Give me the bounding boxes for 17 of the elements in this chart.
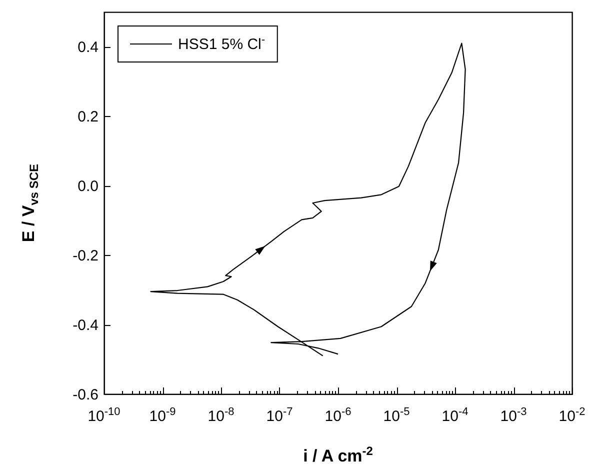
x-tick-label: 10$^{-5}$: [383, 406, 410, 425]
y-tick-label: -0.6: [72, 386, 98, 404]
x-tick-label: 10$^{-9}$: [149, 406, 176, 425]
x-tick-label: 10$^{-2}$: [558, 406, 586, 425]
x-tick-label: 10$^{-6}$: [324, 406, 352, 425]
x-tick-label: 10$^{-4}$: [442, 406, 468, 425]
y-tick-label: 0.0: [78, 178, 98, 196]
x-tick-label: 10$^{-10}$: [88, 406, 120, 425]
y-tick-label: -0.4: [72, 317, 98, 334]
legend-label: HSS1 5% Cl$^{-}$: [178, 34, 266, 53]
y-tick-label: 0.2: [78, 108, 98, 126]
x-tick-label: 10$^{-8}$: [208, 406, 234, 425]
y-tick-label: 0.4: [78, 39, 98, 56]
x-axis-title: i / A cm$^{-2}$: [302, 444, 374, 467]
x-tick-label: 10$^{-3}$: [500, 406, 527, 425]
x-tick-label: 10$^{-7}$: [266, 406, 293, 425]
y-tick-label: -0.2: [72, 248, 98, 265]
